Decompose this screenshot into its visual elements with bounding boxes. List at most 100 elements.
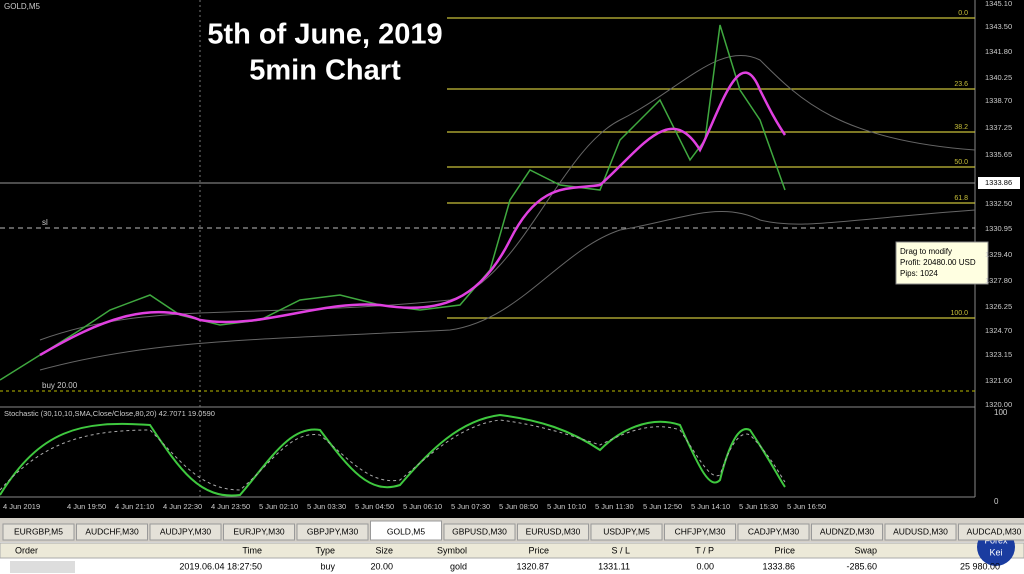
tab-label: EURGBP,M5 <box>14 526 63 536</box>
price-label: 1329.40 <box>985 250 1012 259</box>
time-label: 4 Jun 22:30 <box>163 502 202 511</box>
title: 5th of June, 2019 <box>207 19 442 51</box>
stochastic-line <box>0 413 786 497</box>
indicator-scale: 0 <box>994 497 999 506</box>
tab-label: AUDJPY,M30 <box>160 526 212 536</box>
time-label: 4 Jun 21:10 <box>115 502 154 511</box>
time-label: 4 Jun 19:50 <box>67 502 106 511</box>
tab-label: AUDNZD,M30 <box>820 526 875 536</box>
column-header: Price <box>528 545 549 555</box>
tab[interactable] <box>884 523 957 541</box>
fib-label: 50.0 <box>954 159 968 166</box>
time-label: 5 Jun 04:50 <box>355 502 394 511</box>
indicator-scale: 100 <box>994 408 1008 417</box>
time-label: 5 Jun 15:30 <box>739 502 778 511</box>
cell: buy <box>320 561 335 571</box>
price-label: 1333.86 <box>985 178 1012 187</box>
fib-label: 100.0 <box>950 310 968 317</box>
column-header: Order <box>15 545 38 555</box>
tab-label: CADJPY,M30 <box>748 526 800 536</box>
tab-label: GBPJPY,M30 <box>307 526 359 536</box>
tooltip-line: Drag to modify <box>900 247 952 256</box>
column-header: S / L <box>611 545 630 555</box>
column-header: Size <box>375 545 393 555</box>
tab[interactable] <box>443 523 516 541</box>
time-label: 5 Jun 03:30 <box>307 502 346 511</box>
column-header: T / P <box>695 545 714 555</box>
tab-label: GOLD,M5 <box>387 526 426 536</box>
tab[interactable] <box>664 523 736 541</box>
logo-text: Kei <box>989 547 1002 557</box>
column-header: Time <box>242 545 262 555</box>
fib-label: 0.0 <box>958 10 968 17</box>
time-label: 5 Jun 16:50 <box>787 502 826 511</box>
tab-label: AUDCAD,M30 <box>967 526 1022 536</box>
cell: gold <box>450 561 467 571</box>
tab[interactable] <box>2 523 75 541</box>
tooltip <box>895 241 989 285</box>
time-label: 5 Jun 08:50 <box>499 502 538 511</box>
cell: 1333.86 <box>762 561 795 571</box>
indicator-label: Stochastic (30,10,10,SMA,Close/Close,80,… <box>4 409 215 418</box>
cell: 1320.87 <box>516 561 549 571</box>
tab-label: AUDUSD,M30 <box>893 526 948 536</box>
time-label: 5 Jun 10:10 <box>547 502 586 511</box>
cell: 25 980.00 <box>960 561 1000 571</box>
price-label: 1335.65 <box>985 150 1012 159</box>
price-label: 1341.80 <box>985 47 1012 56</box>
tab[interactable] <box>737 523 810 541</box>
tab-label: EURUSD,M30 <box>526 526 581 536</box>
price-label: 1343.50 <box>985 22 1012 31</box>
table-header <box>0 542 1024 559</box>
price-label: 1326.25 <box>985 302 1012 311</box>
tab-label: GBPUSD,M30 <box>452 526 507 536</box>
time-label: 5 Jun 11:30 <box>595 502 634 511</box>
time-label: 4 Jun 23:50 <box>211 502 250 511</box>
price-label: 1330.95 <box>985 224 1012 233</box>
tab[interactable] <box>958 523 1024 541</box>
tab[interactable] <box>76 523 148 541</box>
price-label: 1321.60 <box>985 376 1012 385</box>
cell: 0.00 <box>696 561 714 571</box>
tab[interactable] <box>811 523 883 541</box>
current-price-box <box>978 177 1020 189</box>
time-label: 5 Jun 14:10 <box>691 502 730 511</box>
price-label: 1337.25 <box>985 123 1012 132</box>
column-header: Price <box>774 545 795 555</box>
cell: 2019.06.04 18:27:50 <box>179 561 262 571</box>
band <box>39 209 976 371</box>
time-label: 4 Jun 2019 <box>3 502 40 511</box>
time-label: 5 Jun 07:30 <box>451 502 490 511</box>
tab[interactable] <box>296 523 369 541</box>
buy-label: buy 20.00 <box>42 381 78 390</box>
band <box>39 54 976 341</box>
price-label: 1320.00 <box>985 400 1012 409</box>
cell: -285.60 <box>846 561 877 571</box>
price-label: 1345.10 <box>985 0 1012 8</box>
tab-label: USDJPY,M5 <box>603 526 650 536</box>
fib-label: 61.8 <box>954 195 968 202</box>
price-label: 1340.25 <box>985 73 1012 82</box>
column-header: Type <box>315 545 335 555</box>
tab[interactable] <box>149 523 222 541</box>
price-label: 1338.70 <box>985 96 1012 105</box>
tab[interactable] <box>590 523 663 541</box>
time-label: 5 Jun 12:50 <box>643 502 682 511</box>
price-label: 1327.80 <box>985 276 1012 285</box>
price-label: 1323.15 <box>985 350 1012 359</box>
cell: 1331.11 <box>598 561 630 571</box>
fib-label: 23.6 <box>954 81 968 88</box>
fib-label: 38.2 <box>954 124 968 131</box>
chart-bg <box>0 0 1024 520</box>
tab[interactable] <box>370 520 442 541</box>
tab[interactable] <box>223 523 295 541</box>
time-label: 5 Jun 02:10 <box>259 502 298 511</box>
order-cell <box>10 561 75 573</box>
sl-label: sl <box>42 218 48 227</box>
price-label: 1324.70 <box>985 326 1012 335</box>
column-header: Swap <box>854 545 877 555</box>
column-header: Symbol <box>437 545 467 555</box>
tab[interactable] <box>517 523 589 541</box>
symbol-label: GOLD,M5 <box>4 2 41 11</box>
